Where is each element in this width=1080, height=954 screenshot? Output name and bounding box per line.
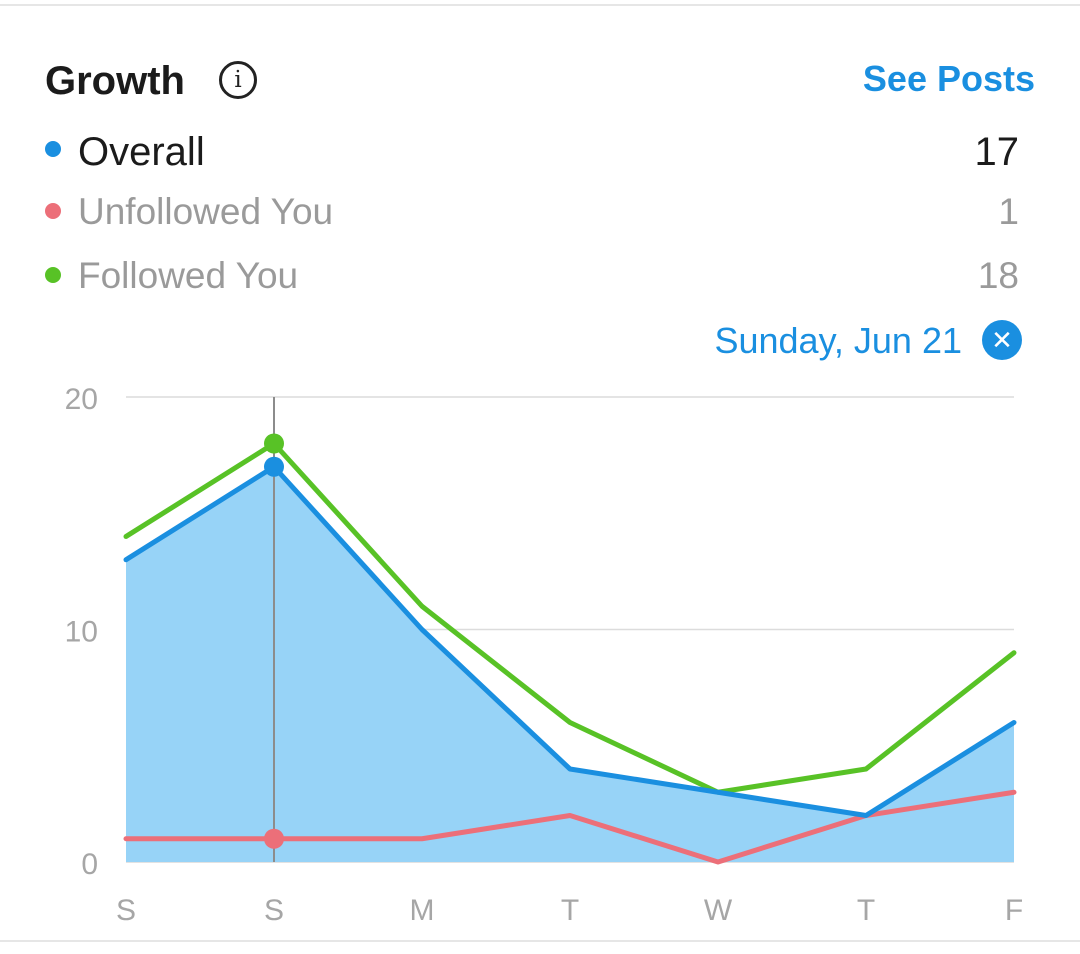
legend-value-followed: 18 <box>977 255 1019 296</box>
selected-date-label: Sunday, Jun 21 <box>714 320 962 361</box>
x-tick-label: M <box>410 894 435 927</box>
legend-label-overall: Overall <box>78 130 205 174</box>
unfollowed-dot-icon <box>45 203 61 219</box>
y-tick-label: 20 <box>65 383 98 416</box>
legend-label-followed: Followed You <box>78 255 299 296</box>
legend-label-unfollowed: Unfollowed You <box>78 191 334 232</box>
legend-row-overall: Overall 17 <box>45 127 1019 177</box>
x-tick-label: T <box>857 894 875 927</box>
legend-value-overall: 17 <box>974 130 1020 174</box>
legend-row-unfollowed: Unfollowed You 1 <box>45 187 1019 237</box>
info-icon[interactable]: i <box>219 61 257 99</box>
legend-value-unfollowed: 1 <box>998 191 1019 232</box>
followed-dot-icon <box>45 267 61 283</box>
overall-marker <box>264 456 284 477</box>
x-tick-label: S <box>264 894 284 927</box>
y-tick-label: 0 <box>81 848 98 881</box>
close-icon[interactable]: ✕ <box>982 320 1022 360</box>
top-divider <box>0 4 1080 6</box>
legend-row-followed: Followed You 18 <box>45 251 1019 301</box>
followed-marker <box>264 433 284 454</box>
x-tick-label: S <box>116 894 136 927</box>
overall-dot-icon <box>45 141 61 157</box>
y-tick-label: 10 <box>65 616 98 649</box>
see-posts-link[interactable]: See Posts <box>862 58 1035 99</box>
bottom-divider <box>0 940 1080 942</box>
x-tick-label: T <box>561 894 579 927</box>
card-title: Growth <box>45 59 185 103</box>
overall-area <box>126 466 1014 862</box>
x-tick-label: W <box>704 894 733 927</box>
unfollowed-marker <box>264 828 284 849</box>
x-tick-label: F <box>1005 894 1023 927</box>
